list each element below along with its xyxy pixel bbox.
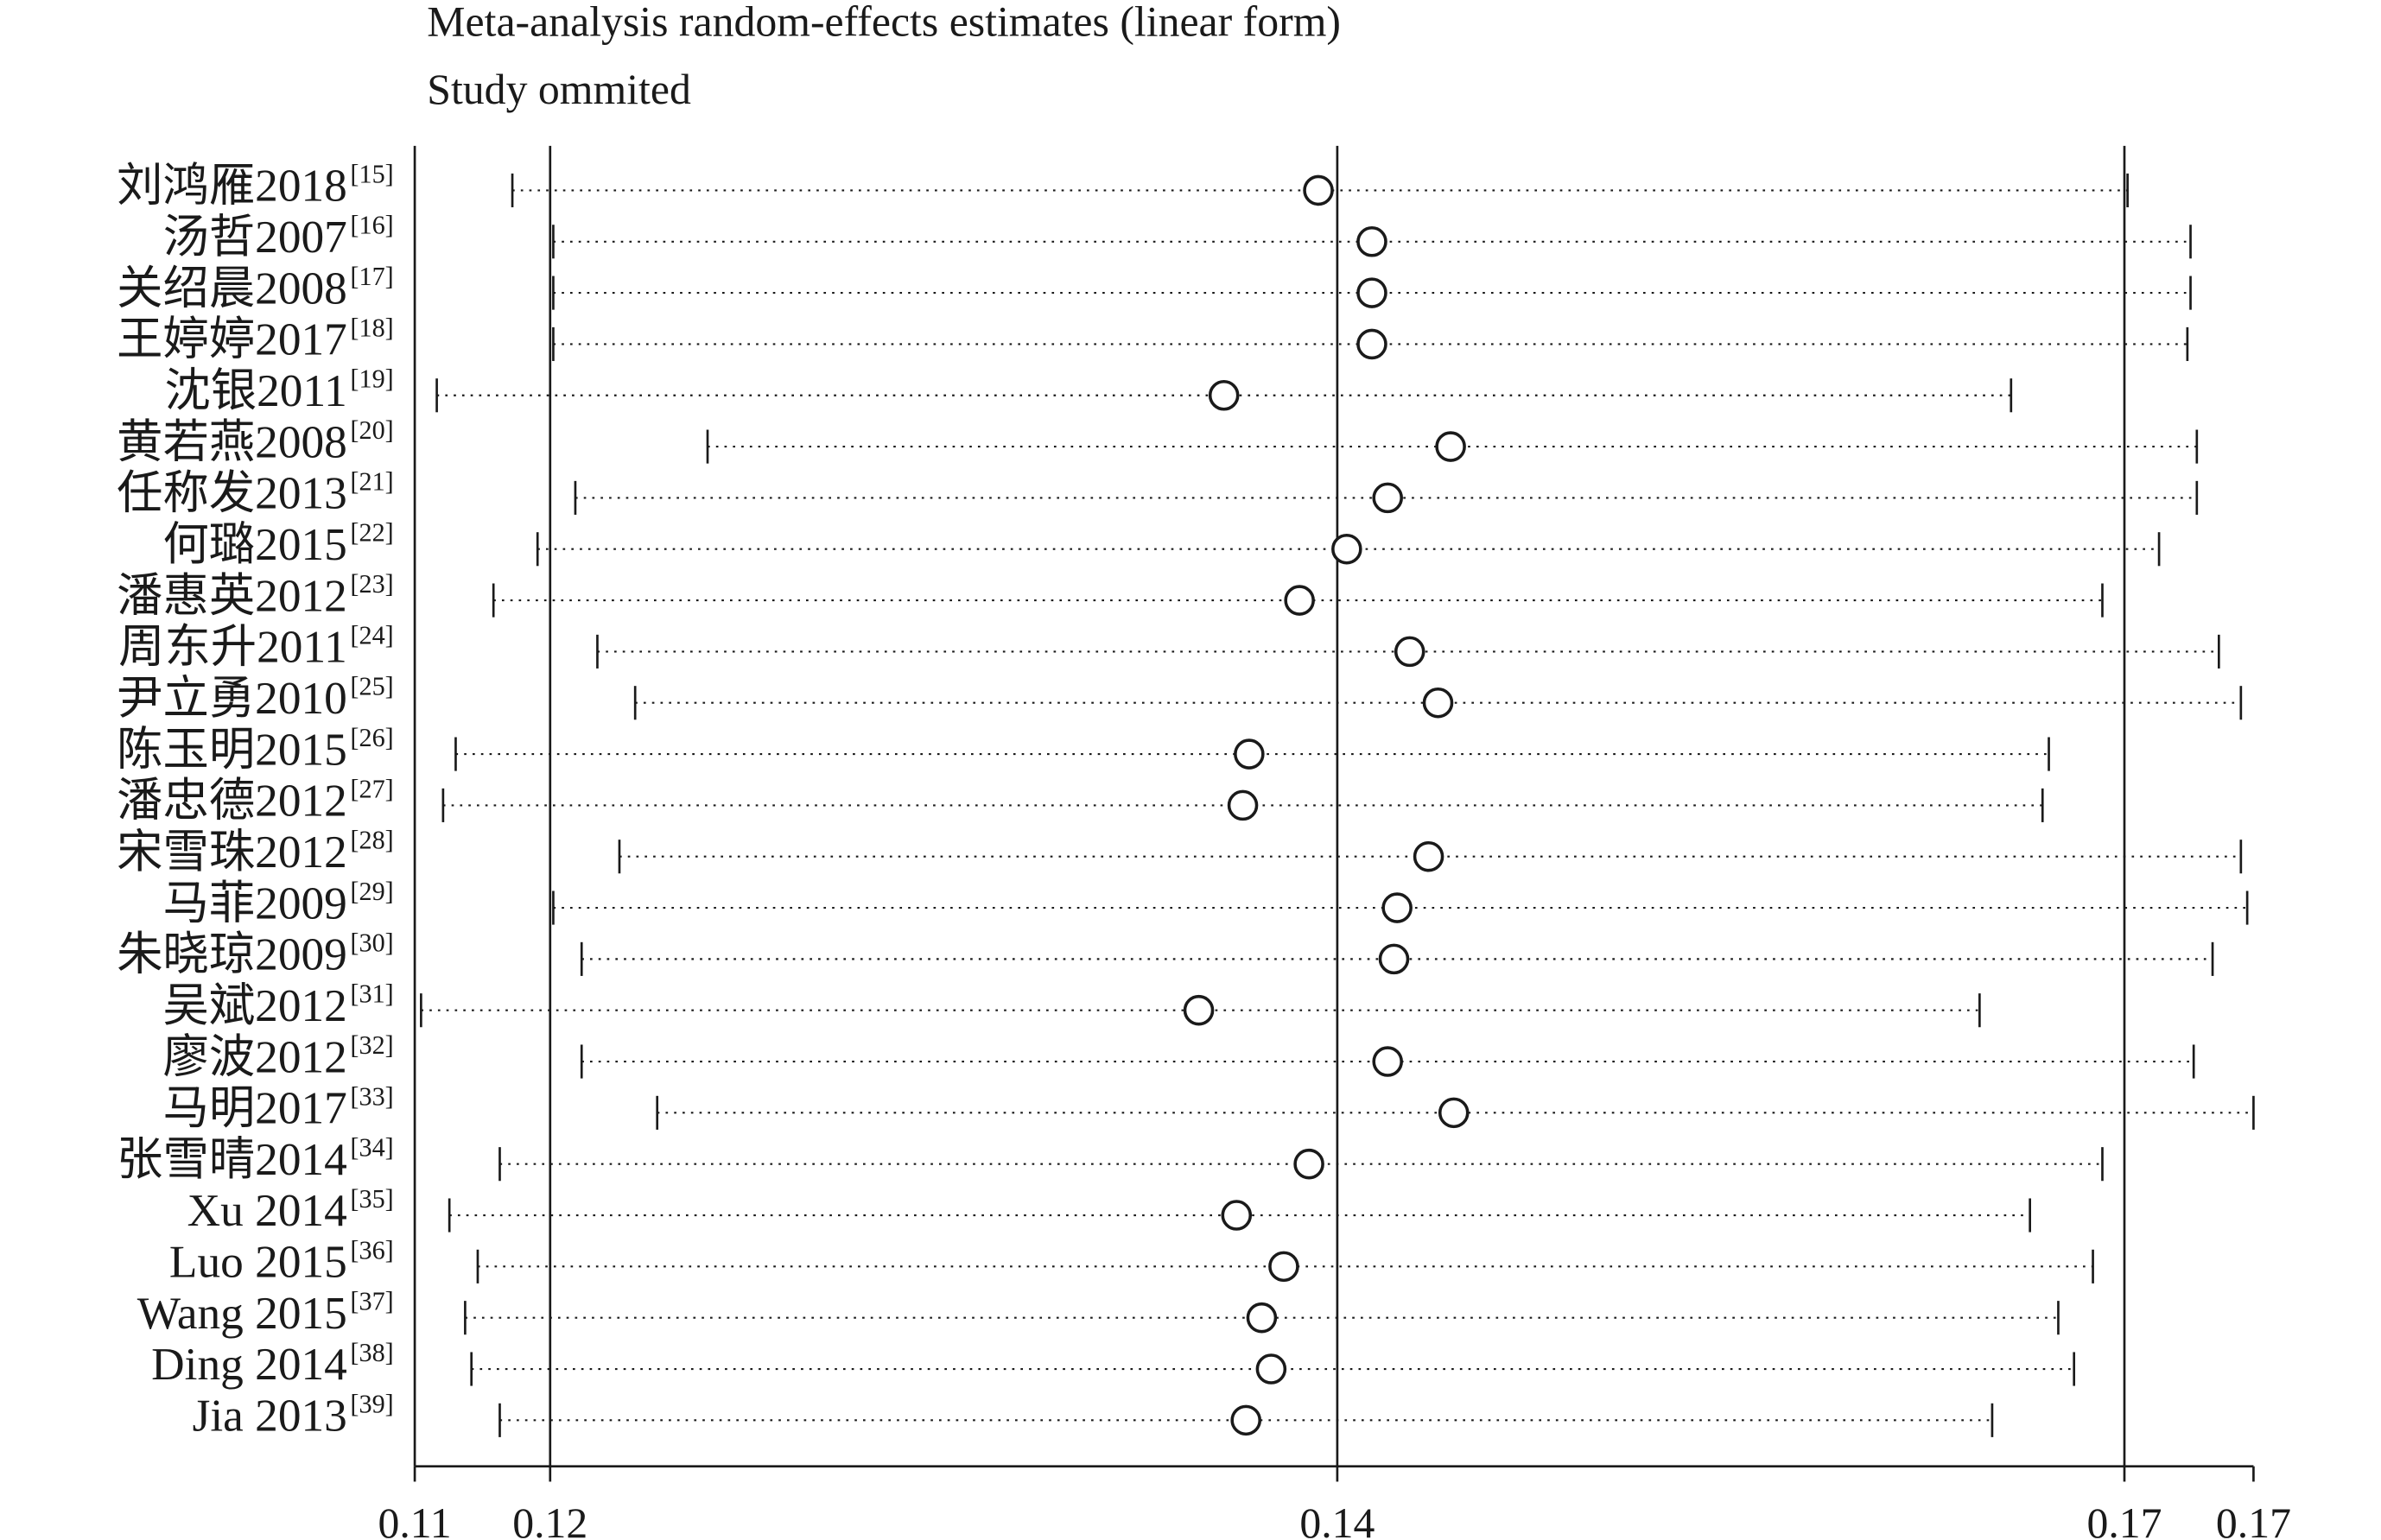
estimate-point — [1356, 225, 1387, 257]
study-label: 廖波2012 — [163, 1030, 347, 1082]
study-ref: [31] — [350, 979, 393, 1009]
study-ref: [16] — [350, 211, 393, 240]
estimate-point — [1303, 174, 1334, 206]
study-label: Jia 2013 — [193, 1390, 347, 1442]
estimate-point — [1246, 1302, 1278, 1334]
x-tick-label: 0.17 — [2216, 1499, 2291, 1540]
study-label: Luo 2015 — [169, 1236, 347, 1288]
estimate-point — [1394, 636, 1425, 668]
chart-subtitle: Study ommited — [427, 66, 691, 113]
study-label: 张雪晴2014 — [117, 1133, 347, 1185]
study-ref: [19] — [350, 364, 393, 394]
study-label: 周东升2011 — [118, 621, 347, 673]
estimate-point — [1293, 1148, 1324, 1180]
study-label: 朱晓琼2009 — [117, 928, 347, 980]
study-ref: [35] — [350, 1184, 393, 1214]
study-label: 何璐2015 — [163, 518, 347, 570]
study-ref: [26] — [350, 723, 393, 752]
study-ref: [34] — [350, 1133, 393, 1163]
study-ref: [24] — [350, 620, 393, 650]
study-label: 黄若燕2008 — [117, 415, 347, 467]
estimate-point — [1372, 1046, 1403, 1077]
study-label: 宋雪珠2012 — [117, 826, 347, 878]
study-ref: [32] — [350, 1030, 393, 1060]
study-ref: [22] — [350, 518, 393, 548]
x-tick-label: 0.17 — [2086, 1499, 2162, 1540]
study-label: Wang 2015 — [137, 1287, 347, 1339]
study-label: 汤哲2007 — [163, 211, 347, 263]
study-ref: [15] — [350, 159, 393, 188]
study-ref: [20] — [350, 415, 393, 445]
study-ref: [17] — [350, 262, 393, 291]
estimate-point — [1356, 277, 1387, 308]
study-label: 关绍晨2008 — [117, 262, 347, 314]
estimate-point — [1413, 840, 1444, 872]
estimate-point — [1435, 431, 1466, 462]
study-ref: [39] — [350, 1389, 393, 1418]
estimate-point — [1331, 533, 1362, 565]
x-tick-label: 0.11 — [378, 1499, 451, 1540]
study-ref: [29] — [350, 877, 393, 906]
estimate-point — [1255, 1353, 1287, 1385]
study-ref: [23] — [350, 569, 393, 599]
study-label: 潘忠德2012 — [117, 775, 347, 827]
study-label: Xu 2014 — [187, 1184, 347, 1236]
estimate-point — [1227, 789, 1259, 821]
estimate-point — [1183, 994, 1215, 1026]
study-ref: [36] — [350, 1235, 393, 1264]
estimate-point — [1284, 585, 1315, 616]
estimate-point — [1208, 379, 1240, 411]
study-ref: [18] — [350, 313, 393, 342]
estimate-point — [1381, 892, 1413, 923]
estimate-point — [1372, 482, 1403, 514]
estimate-point — [1268, 1251, 1299, 1283]
study-ref: [37] — [350, 1287, 393, 1316]
study-label: 潘惠英2012 — [117, 569, 347, 621]
x-tick-label: 0.14 — [1299, 1499, 1375, 1540]
study-ref: [27] — [350, 774, 393, 803]
study-label: 沈银2011 — [164, 364, 346, 416]
study-label: 陈玉明2015 — [117, 723, 347, 775]
study-ref: [28] — [350, 826, 393, 855]
study-label: 马菲2009 — [163, 877, 347, 928]
study-label: 任称发2013 — [117, 467, 347, 519]
study-label: 尹立勇2010 — [117, 672, 347, 724]
chart-title: Meta-analysis random-effects estimates (… — [427, 0, 1341, 46]
estimate-point — [1221, 1200, 1253, 1231]
study-label: 王婷婷2017 — [117, 314, 347, 365]
study-label: 马明2017 — [163, 1082, 347, 1134]
x-tick-label: 0.12 — [512, 1499, 587, 1540]
study-ref: [38] — [350, 1338, 393, 1367]
estimate-point — [1438, 1097, 1470, 1129]
study-label: 吴斌2012 — [163, 979, 347, 1031]
estimate-point — [1422, 687, 1454, 719]
estimate-point — [1230, 1404, 1261, 1436]
study-ref: [30] — [350, 928, 393, 957]
estimate-point — [1356, 328, 1387, 360]
study-label: 刘鸿雁2018 — [117, 160, 347, 212]
study-ref: [21] — [350, 466, 393, 496]
study-ref: [33] — [350, 1081, 393, 1111]
estimate-point — [1378, 943, 1410, 975]
estimate-point — [1234, 738, 1265, 770]
study-label: Ding 2014 — [151, 1338, 347, 1390]
study-ref: [25] — [350, 672, 393, 701]
